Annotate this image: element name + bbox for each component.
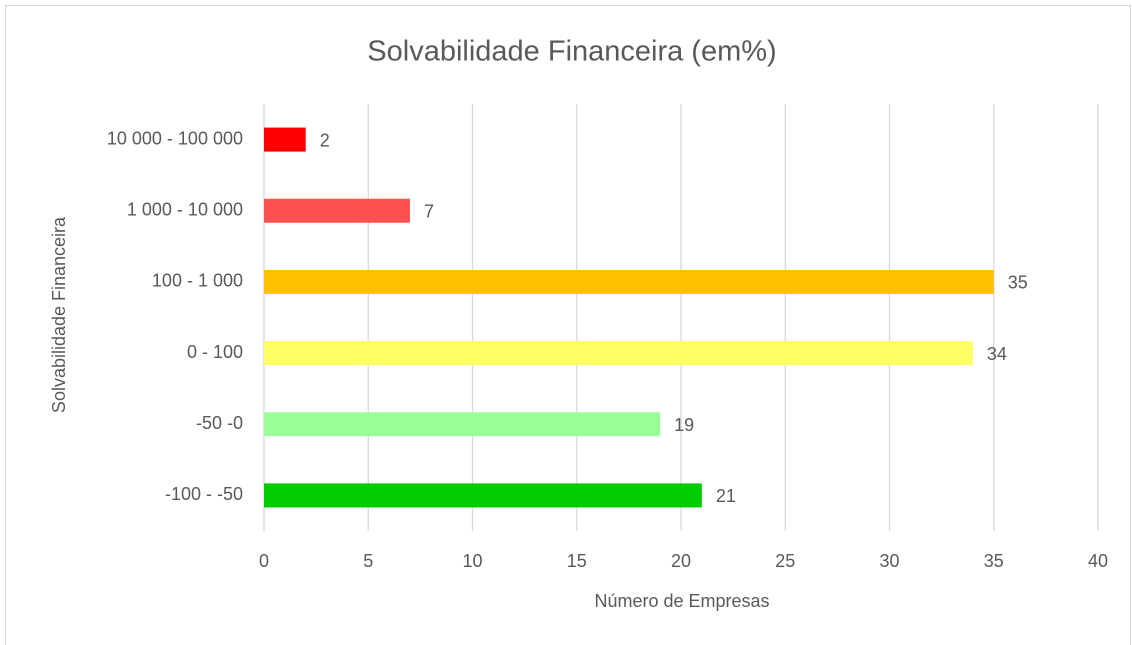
data-label: 21 [716,486,736,506]
y-tick-label: 10 000 - 100 000 [107,128,243,148]
bar [264,127,306,152]
x-tick-label: 0 [259,551,269,571]
chart-frame [5,5,1131,645]
y-tick-label: -50 -0 [196,413,243,433]
x-tick-label: 25 [775,551,795,571]
y-tick-label: 100 - 1 000 [152,271,243,291]
bar [264,412,661,437]
x-tick-label: 30 [879,551,899,571]
x-tick-label: 20 [671,551,691,571]
bar [264,269,994,294]
data-label: 35 [1008,273,1028,293]
bar [264,483,702,508]
y-tick-label: -100 - -50 [165,484,243,504]
x-tick-label: 35 [984,551,1004,571]
y-axis-title: Solvabilidade Financeira [49,216,69,413]
x-tick-label: 10 [462,551,482,571]
x-tick-label: 40 [1088,551,1108,571]
data-label: 2 [320,130,330,150]
x-axis-title: Número de Empresas [594,591,769,611]
data-label: 19 [674,415,694,435]
x-tick-label: 5 [363,551,373,571]
chart-title: Solvabilidade Financeira (em%) [367,36,776,68]
y-tick-label: 0 - 100 [187,342,243,362]
bar [264,198,410,223]
y-tick-label: 1 000 - 10 000 [127,200,243,220]
x-tick-label: 15 [567,551,587,571]
data-label: 34 [987,344,1007,364]
bar [264,341,973,366]
data-label: 7 [424,202,434,222]
